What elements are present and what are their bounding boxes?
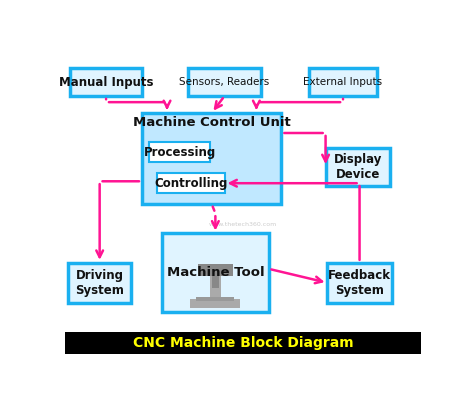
FancyBboxPatch shape (70, 68, 142, 96)
Text: CNC Machine Block Diagram: CNC Machine Block Diagram (133, 336, 353, 350)
FancyBboxPatch shape (212, 274, 219, 288)
Text: Manual Inputs: Manual Inputs (59, 75, 153, 89)
Text: Machine Control Unit: Machine Control Unit (133, 116, 291, 129)
Text: Display
Device: Display Device (334, 153, 382, 181)
FancyBboxPatch shape (309, 68, 377, 96)
FancyBboxPatch shape (149, 142, 210, 162)
FancyBboxPatch shape (210, 273, 220, 300)
Text: External Inputs: External Inputs (303, 77, 383, 87)
FancyBboxPatch shape (326, 148, 390, 186)
Text: Feedback
System: Feedback System (328, 269, 391, 297)
FancyBboxPatch shape (65, 332, 421, 354)
Text: Driving
System: Driving System (75, 269, 124, 297)
Text: Machine Tool: Machine Tool (166, 266, 264, 279)
FancyBboxPatch shape (188, 68, 261, 96)
Text: Controlling: Controlling (154, 177, 227, 190)
Text: www.thetech360.com: www.thetech360.com (209, 222, 277, 227)
FancyBboxPatch shape (191, 298, 240, 308)
FancyBboxPatch shape (328, 263, 392, 303)
FancyBboxPatch shape (68, 263, 131, 303)
FancyBboxPatch shape (162, 233, 269, 312)
Text: Processing: Processing (144, 146, 216, 159)
FancyBboxPatch shape (196, 297, 235, 301)
FancyBboxPatch shape (142, 113, 282, 204)
FancyBboxPatch shape (198, 264, 233, 275)
FancyBboxPatch shape (156, 173, 225, 193)
Text: Sensors, Readers: Sensors, Readers (180, 77, 270, 87)
